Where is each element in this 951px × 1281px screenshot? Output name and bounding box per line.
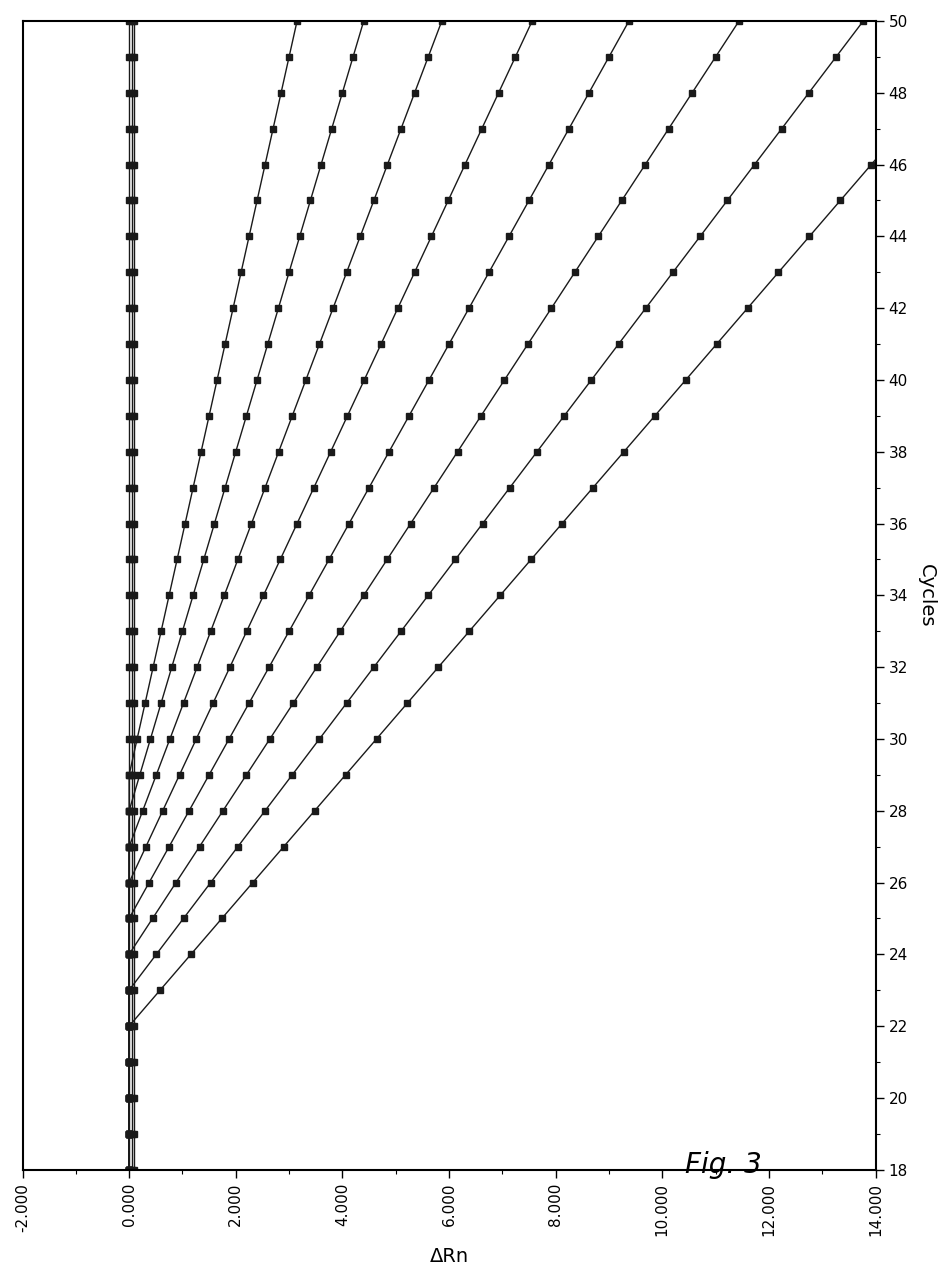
X-axis label: ΔRn: ΔRn xyxy=(430,1246,469,1266)
Text: Fig. 3: Fig. 3 xyxy=(685,1150,762,1179)
Y-axis label: Cycles: Cycles xyxy=(917,564,936,628)
